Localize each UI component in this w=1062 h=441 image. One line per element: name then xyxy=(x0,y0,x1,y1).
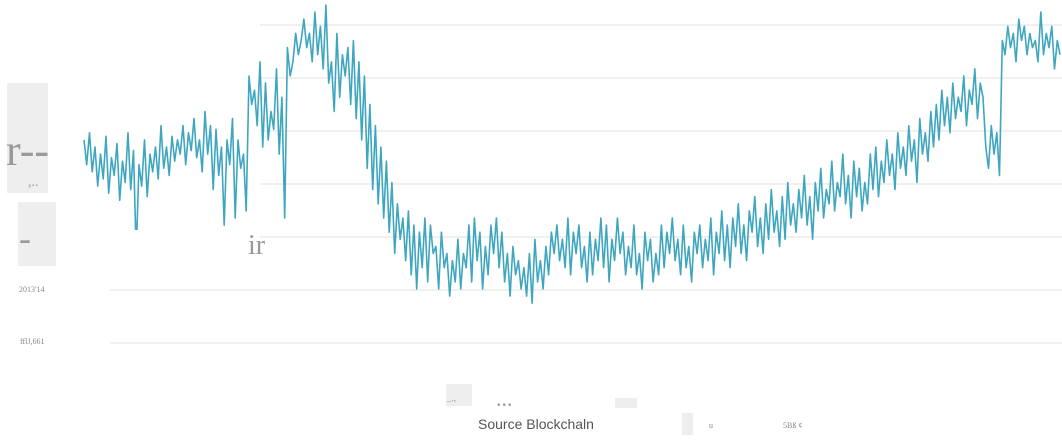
overlay-glyph: r-- xyxy=(6,126,49,175)
overlay-glyph: ,.. xyxy=(28,175,39,190)
y-tick-label: fflJ,661 xyxy=(20,337,45,346)
source-caption: Source Blockchaln xyxy=(478,416,594,432)
chart-grid xyxy=(110,24,1062,344)
overlay-glyph: - xyxy=(19,218,31,258)
footer-note: u xyxy=(709,421,713,430)
series-line xyxy=(83,4,1061,305)
label-placeholder-box xyxy=(18,202,56,266)
overlay-glyph: ... xyxy=(496,386,513,411)
y-tick-label: 2013'14 xyxy=(19,285,44,294)
label-placeholder-box xyxy=(7,83,48,193)
footer-note: 5Bß ¢ xyxy=(783,421,803,430)
tick-placeholder-box xyxy=(615,398,637,408)
overlay-glyph: _., xyxy=(446,393,456,403)
footer-placeholder-box xyxy=(682,413,693,435)
tick-placeholder-box xyxy=(446,384,472,406)
white-occluder xyxy=(80,230,260,260)
overlay-glyph: ir xyxy=(248,230,266,261)
